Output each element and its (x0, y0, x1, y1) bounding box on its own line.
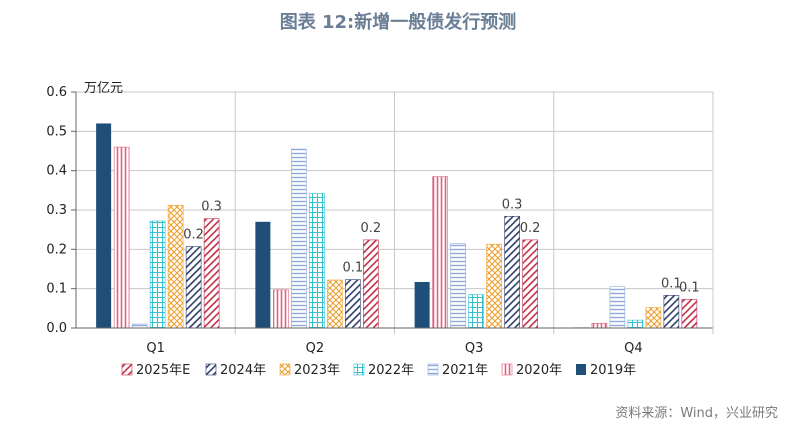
y-tick-label: 0.3 (46, 203, 67, 218)
bar (681, 298, 698, 329)
legend-swatch (501, 363, 513, 376)
data-label: 0.1 (343, 261, 364, 276)
data-labels: 0.20.30.10.20.30.20.10.1 (183, 197, 699, 295)
legend-label: 2025年E (136, 363, 190, 378)
source-note: 资料来源：Wind，兴业研究 (615, 406, 778, 421)
y-tick-label: 0.4 (46, 164, 67, 179)
bar (432, 176, 448, 329)
chart-title: 图表 12:新增一般债发行预测 (279, 12, 517, 33)
data-label: 0.2 (520, 221, 541, 236)
legend-swatch (353, 363, 365, 376)
bar (645, 307, 662, 329)
bar (149, 220, 166, 329)
legend-label: 2019年 (590, 363, 636, 378)
y-tick-label: 0.6 (46, 85, 67, 100)
bar (167, 204, 184, 329)
bar (522, 239, 538, 329)
x-tick-label: Q3 (465, 341, 484, 356)
legend-swatch (205, 363, 217, 376)
legend-swatch (427, 363, 439, 376)
bar (327, 279, 343, 329)
legend-swatch (279, 363, 291, 376)
legend-swatch (121, 363, 133, 376)
bar (627, 319, 644, 329)
bar (96, 123, 112, 328)
legend-label: 2020年 (516, 363, 562, 378)
x-tick-label: Q1 (146, 341, 165, 356)
bar (363, 239, 379, 329)
y-axis-label: 万亿元 (84, 81, 123, 96)
bar (185, 246, 202, 329)
bar (203, 218, 220, 329)
data-label: 0.2 (361, 221, 382, 236)
y-tick-label: 0.0 (46, 321, 67, 336)
bar (414, 281, 430, 328)
legend-label: 2023年 (294, 363, 340, 378)
bar (591, 322, 608, 329)
bar (131, 323, 148, 329)
data-label: 0.2 (183, 228, 204, 243)
bars (96, 123, 698, 329)
bar (273, 289, 289, 329)
x-tick-label: Q4 (624, 341, 643, 356)
legend-label: 2022年 (368, 363, 414, 378)
legend-label: 2024年 (220, 363, 266, 378)
legend: 2025年E 2024年 2023年 2022年 2021年 2020年 2019年 (121, 363, 636, 378)
bar (291, 148, 307, 329)
bar (609, 286, 626, 329)
bar (255, 221, 271, 328)
axes: 0.0 0.1 0.2 0.3 0.4 0.5 0.6 Q1 Q2 Q3 Q4 (46, 85, 714, 356)
data-label: 0.1 (679, 280, 700, 295)
data-label: 0.1 (661, 276, 682, 291)
y-tick-label: 0.2 (46, 242, 67, 257)
bar (663, 295, 680, 329)
bar (504, 215, 520, 329)
legend-label: 2021年 (442, 363, 488, 378)
bar (113, 146, 130, 329)
bar (450, 243, 466, 329)
bar (309, 193, 325, 329)
bar (468, 294, 484, 329)
bar (486, 243, 502, 329)
data-label: 0.3 (201, 200, 222, 215)
y-tick-label: 0.5 (46, 124, 67, 139)
bar (345, 279, 361, 329)
legend-swatch (576, 364, 586, 375)
x-tick-label: Q2 (306, 341, 325, 356)
data-label: 0.3 (502, 197, 523, 212)
y-tick-label: 0.1 (46, 282, 67, 297)
